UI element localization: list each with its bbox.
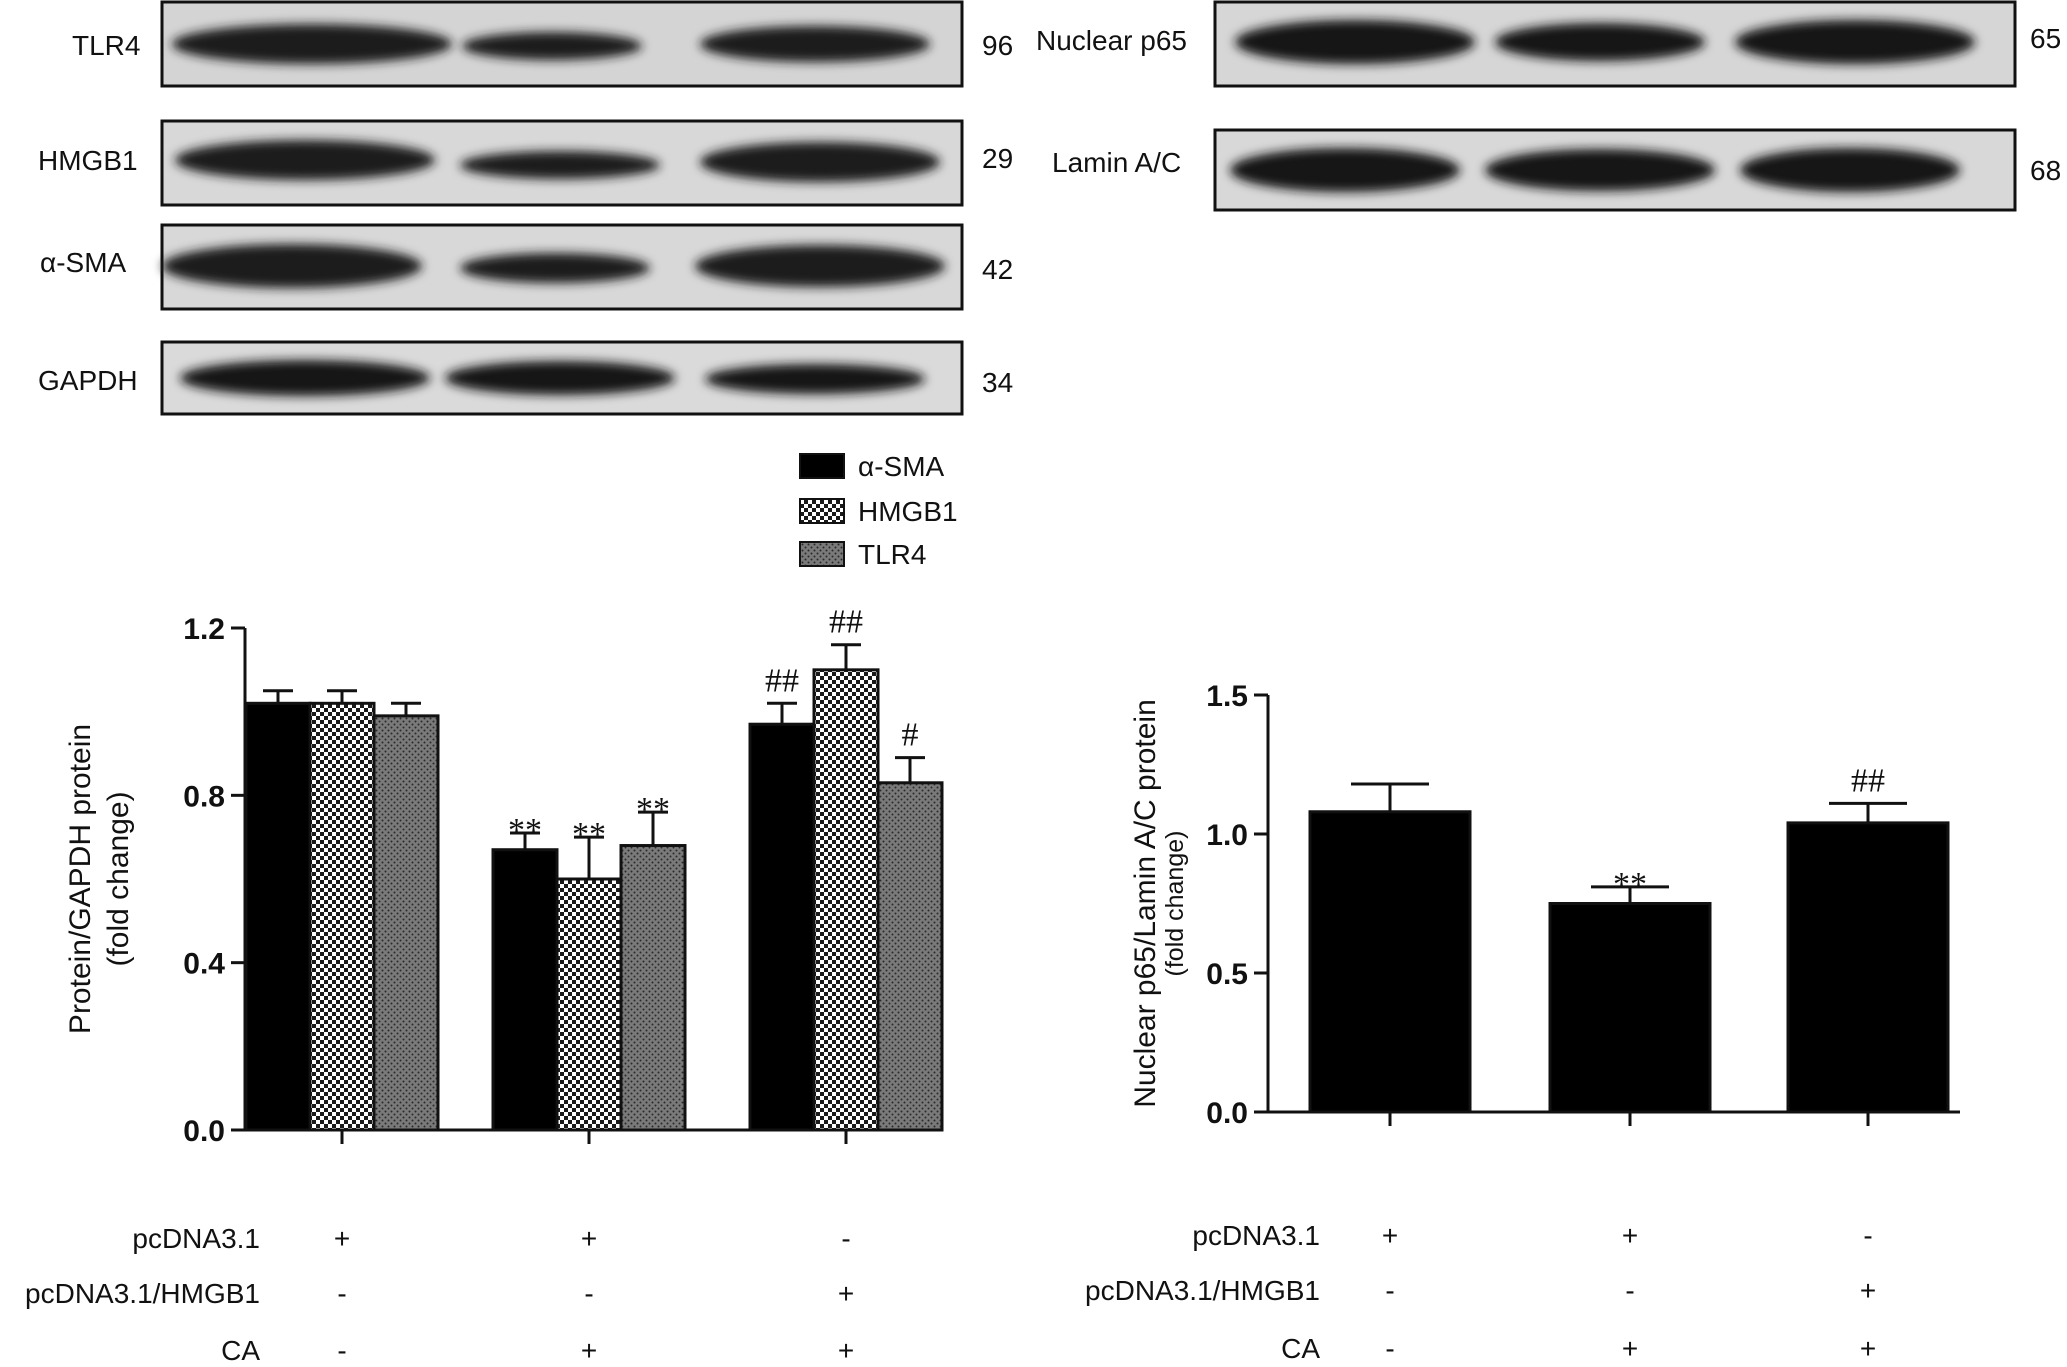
- y-tick-label: 0.0: [183, 1115, 225, 1148]
- treatment-sign: -: [1863, 1220, 1872, 1251]
- significance-label: **: [572, 816, 606, 853]
- treatment-label: pcDNA3.1/HMGB1: [25, 1278, 260, 1309]
- bar: [1548, 902, 1712, 1114]
- legend-swatch: [799, 541, 845, 567]
- y-axis-title: Nuclear p65/Lamin A/C protein: [1129, 699, 1162, 1108]
- treatment-sign: -: [584, 1278, 593, 1309]
- treatment-sign: -: [1385, 1333, 1394, 1364]
- blot-kda-lamin: 68: [2030, 155, 2061, 186]
- treatment-sign: +: [1382, 1220, 1398, 1251]
- y-tick-label: 1.2: [183, 613, 225, 646]
- treatment-label: pcDNA3.1: [1192, 1220, 1320, 1251]
- legend-swatch: [799, 453, 845, 479]
- treatment-label: CA: [1281, 1333, 1320, 1364]
- blot-label-tlr4: TLR4: [72, 30, 140, 61]
- blot-gapdh: GAPDH 34: [38, 340, 1013, 416]
- blot-label-gapdh: GAPDH: [38, 365, 138, 396]
- treatment-sign: +: [1860, 1333, 1876, 1364]
- blot-kda-tlr4: 96: [982, 30, 1013, 61]
- bar: [491, 848, 559, 1132]
- treatment-sign: -: [337, 1335, 346, 1366]
- treatment-sign: +: [581, 1335, 597, 1366]
- treatment-sign: +: [1622, 1220, 1638, 1251]
- y-tick-label: 0.8: [183, 780, 225, 813]
- y-axis-title: Protein/GAPDH protein: [64, 724, 97, 1034]
- blot-kda-nuclear-p65: 65: [2030, 23, 2061, 54]
- y-tick-label: 0.0: [1206, 1097, 1248, 1130]
- treatment-sign: +: [838, 1278, 854, 1309]
- significance-label: ##: [1851, 762, 1885, 799]
- treatment-sign: +: [838, 1335, 854, 1366]
- blot-lamin: Lamin A/C 68: [1052, 128, 2061, 212]
- blot-tlr4: TLR4 96: [72, 0, 1013, 88]
- blot-label-asma: α-SMA: [40, 247, 127, 278]
- treatment-sign: +: [334, 1223, 350, 1254]
- bar: [555, 877, 623, 1132]
- bar: [308, 701, 376, 1132]
- significance-label: ##: [765, 662, 799, 699]
- blot-label-lamin: Lamin A/C: [1052, 147, 1181, 178]
- treatment-sign: -: [337, 1278, 346, 1309]
- y-axis-subtitle: (fold change): [1161, 831, 1189, 977]
- treatment-sign: +: [1860, 1275, 1876, 1306]
- treatment-label: CA: [221, 1335, 260, 1366]
- legend-label: TLR4: [858, 539, 926, 570]
- treatment-sign: +: [1622, 1333, 1638, 1364]
- bar: [876, 781, 944, 1132]
- y-tick-label: 1.5: [1206, 680, 1248, 713]
- y-tick-label: 0.5: [1206, 958, 1248, 991]
- significance-label: **: [508, 812, 542, 849]
- legend-label: α-SMA: [858, 451, 945, 482]
- blot-kda-gapdh: 34: [982, 367, 1013, 398]
- bar: [748, 722, 816, 1132]
- bar: [619, 844, 687, 1132]
- treatment-sign: -: [841, 1223, 850, 1254]
- bar: [812, 668, 880, 1132]
- y-tick-label: 0.4: [183, 948, 225, 981]
- significance-label: **: [636, 791, 670, 828]
- significance-label: #: [902, 717, 919, 754]
- treatment-label: pcDNA3.1: [132, 1223, 260, 1254]
- y-axis-subtitle: (fold change): [102, 791, 135, 966]
- y-tick-label: 1.0: [1206, 819, 1248, 852]
- significance-label: ##: [829, 604, 863, 641]
- blot-hmgb1: HMGB1 29: [38, 119, 1013, 207]
- bar: [1308, 810, 1472, 1114]
- legend-swatch: [799, 498, 845, 524]
- significance-label: **: [1613, 866, 1647, 903]
- treatment-label: pcDNA3.1/HMGB1: [1085, 1275, 1320, 1306]
- blots-left: TLR4 96 HMGB1 29 α-SMA 42: [38, 0, 1013, 416]
- blots-right: Nuclear p65 65 Lamin A/C 68: [1036, 0, 2061, 212]
- chart-protein-gapdh: 0.00.40.81.2** ****#####Protein/GAPDH pro…: [25, 451, 958, 1366]
- bar: [244, 701, 312, 1132]
- blot-label-nuclear-p65: Nuclear p65: [1036, 25, 1187, 56]
- treatment-sign: -: [1625, 1275, 1634, 1306]
- bar: [372, 714, 440, 1132]
- blot-nuclear-p65: Nuclear p65 65: [1036, 0, 2061, 88]
- treatment-sign: +: [581, 1223, 597, 1254]
- bar: [1786, 821, 1950, 1114]
- blot-kda-hmgb1: 29: [982, 143, 1013, 174]
- legend-label: HMGB1: [858, 496, 958, 527]
- blot-asma: α-SMA 42: [40, 223, 1013, 311]
- chart-nuclear-p65: 0.0 0.5 1.0 1.5 ** ## Nuclear p65/Lamin A/C pr…: [1085, 680, 1960, 1364]
- treatment-sign: -: [1385, 1275, 1394, 1306]
- blot-label-hmgb1: HMGB1: [38, 145, 138, 176]
- blot-kda-asma: 42: [982, 254, 1013, 285]
